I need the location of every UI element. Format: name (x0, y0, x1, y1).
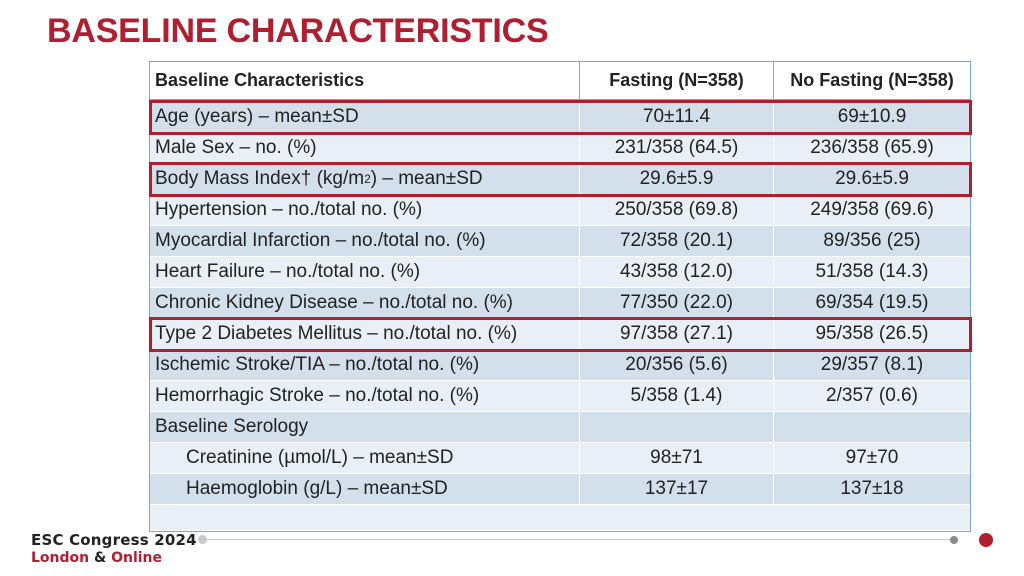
row-fasting-value: 5/358 (1.4) (580, 381, 774, 411)
table-row-creatinine: Creatinine (µmol/L) – mean±SD 98±71 97±7… (150, 443, 970, 474)
table-row-age: Age (years) – mean±SD 70±11.4 69±10.9 (150, 102, 970, 133)
footer-divider (205, 539, 954, 540)
row-label: Hemorrhagic Stroke – no./total no. (%) (150, 381, 580, 411)
baseline-table: Baseline Characteristics Fasting (N=358)… (149, 61, 971, 532)
row-label: Chronic Kidney Disease – no./total no. (… (150, 288, 580, 318)
row-fasting-value: 250/358 (69.8) (580, 195, 774, 225)
row-fasting-value: 20/356 (5.6) (580, 350, 774, 380)
row-label: Body Mass Index† (kg/m 2) – mean±SD (150, 164, 580, 194)
row-fasting-value (580, 412, 774, 442)
row-no-fasting-value: 2/357 (0.6) (826, 385, 918, 406)
congress-logo-title: ESC Congress 2024 (31, 531, 197, 549)
row-fasting-value: 97/358 (27.1) (580, 319, 774, 349)
congress-logo-location: London & Online (31, 550, 162, 566)
row-label: Age (years) – mean±SD (150, 102, 580, 132)
table-row-male-sex: Male Sex – no. (%) 231/358 (64.5) 236/35… (150, 133, 970, 164)
row-no-fasting-value: 29/357 (8.1) (820, 354, 924, 375)
row-no-fasting-value: 137±18 (840, 478, 904, 499)
row-fasting-value: 231/358 (64.5) (580, 133, 774, 163)
table-row-ischemic-stroke: Ischemic Stroke/TIA – no./total no. (%) … (150, 350, 970, 381)
bmi-label-start: Body Mass Index† (kg/m (155, 168, 365, 189)
row-fasting-value: 77/350 (22.0) (580, 288, 774, 318)
bmi-label-end: ) – mean±SD (370, 168, 483, 189)
row-fasting-value: 137±17 (580, 474, 774, 504)
table-row-haemoglobin: Haemoglobin (g/L) – mean±SD 137±17 137±1… (150, 474, 970, 505)
row-fasting-value: 72/358 (20.1) (580, 226, 774, 256)
table-row-bmi: Body Mass Index† (kg/m 2) – mean±SD 29.6±… (150, 164, 970, 195)
table-row-empty (150, 505, 970, 531)
row-label: Hypertension – no./total no. (%) (150, 195, 580, 225)
location-city: London (31, 550, 90, 566)
row-no-fasting-value: 89/356 (25) (823, 230, 921, 251)
row-label: Heart Failure – no./total no. (%) (150, 257, 580, 287)
row-no-fasting-value: 249/358 (69.6) (810, 199, 934, 220)
row-fasting-value: 43/358 (12.0) (580, 257, 774, 287)
row-label: Haemoglobin (g/L) – mean±SD (150, 474, 580, 504)
table-row-heart-failure: Heart Failure – no./total no. (%) 43/358… (150, 257, 970, 288)
table-row-diabetes: Type 2 Diabetes Mellitus – no./total no.… (150, 319, 970, 350)
row-label: Male Sex – no. (%) (150, 133, 580, 163)
table-header-row: Baseline Characteristics Fasting (N=358)… (150, 62, 970, 100)
table-row-myocardial-infarction: Myocardial Infarction – no./total no. (%… (150, 226, 970, 257)
row-no-fasting-value: 69±10.9 (837, 106, 907, 127)
location-amp: & (94, 550, 107, 566)
location-online: Online (111, 550, 163, 566)
row-fasting-value: 98±71 (580, 443, 774, 473)
header-fasting: Fasting (N=358) (580, 62, 774, 99)
row-no-fasting-value: 236/358 (65.9) (810, 137, 934, 158)
header-characteristic: Baseline Characteristics (150, 62, 580, 99)
row-label: Type 2 Diabetes Mellitus – no./total no.… (150, 319, 580, 349)
table-row-baseline-serology: Baseline Serology (150, 412, 970, 443)
table-row-ckd: Chronic Kidney Disease – no./total no. (… (150, 288, 970, 319)
row-label: Creatinine (µmol/L) – mean±SD (150, 443, 580, 473)
row-no-fasting-value: 69/354 (19.5) (815, 292, 929, 313)
footer-grey-dot (950, 536, 958, 544)
slide-title: BASELINE CHARACTERISTICS (47, 12, 549, 50)
row-no-fasting-value: 51/358 (14.3) (815, 261, 929, 282)
row-no-fasting-value: 29.6±5.9 (835, 168, 909, 189)
row-no-fasting-value: 95/358 (26.5) (815, 323, 929, 344)
row-label: Ischemic Stroke/TIA – no./total no. (%) (150, 350, 580, 380)
table-row-hypertension: Hypertension – no./total no. (%) 250/358… (150, 195, 970, 226)
row-fasting-value: 29.6±5.9 (580, 164, 774, 194)
header-no-fasting: No Fasting (N=358) (790, 70, 954, 90)
row-no-fasting-value: 97±70 (845, 447, 899, 468)
footer-left-dot (198, 535, 207, 544)
row-label: Baseline Serology (150, 412, 580, 442)
row-no-fasting-value (774, 412, 970, 442)
bmi-label-superscript: 2 (364, 172, 371, 186)
footer-red-dot (979, 533, 993, 547)
row-label: Myocardial Infarction – no./total no. (%… (150, 226, 580, 256)
row-fasting-value: 70±11.4 (580, 102, 774, 132)
table-row-hemorrhagic-stroke: Hemorrhagic Stroke – no./total no. (%) 5… (150, 381, 970, 412)
